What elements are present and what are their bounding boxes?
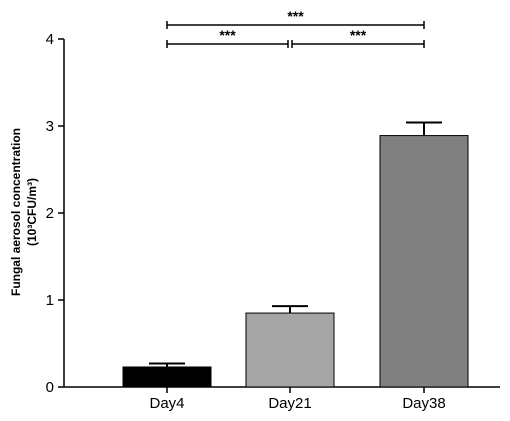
bar-day38 bbox=[379, 135, 469, 388]
x-tick-label-day4: Day4 bbox=[149, 395, 184, 412]
bar-day21 bbox=[245, 312, 335, 388]
bar-day4 bbox=[122, 366, 212, 388]
y-axis-title-line-2: (10³CFU/m³) bbox=[25, 178, 39, 246]
chart-marks: 0 1 2 3 4 Day4 Day21 Day38 *** *** *** bbox=[46, 8, 500, 412]
x-tick-label-day38: Day38 bbox=[402, 395, 445, 412]
y-tick-label-1: 1 bbox=[46, 292, 54, 309]
significance-label-2: *** bbox=[219, 27, 236, 43]
y-axis-title-line-1: Fungal aerosol concentration bbox=[9, 128, 23, 296]
y-tick-label-2: 2 bbox=[46, 205, 54, 222]
x-tick-label-day21: Day21 bbox=[268, 395, 311, 412]
y-tick-label-3: 3 bbox=[46, 118, 54, 135]
y-tick-label-0: 0 bbox=[46, 379, 54, 396]
significance-label-1: *** bbox=[287, 8, 304, 24]
significance-label-3: *** bbox=[350, 27, 367, 43]
y-tick-label-4: 4 bbox=[46, 31, 54, 48]
y-axis-title: Fungal aerosol concentration (10³CFU/m³) bbox=[9, 128, 39, 296]
